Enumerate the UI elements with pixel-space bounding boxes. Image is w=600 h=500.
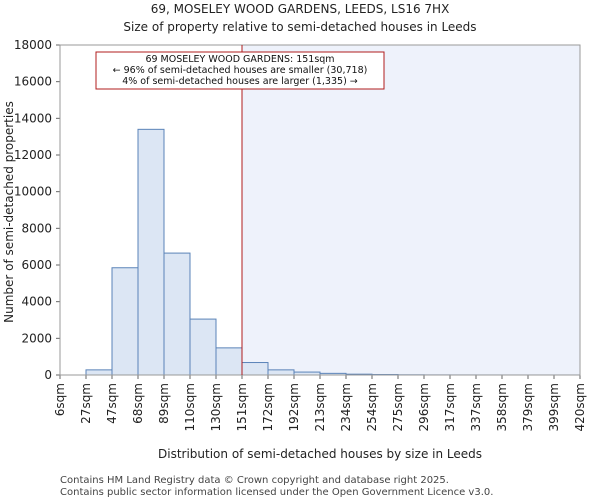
x-tick-label: 337sqm [469, 383, 483, 431]
y-tick-label: 18000 [14, 38, 52, 52]
x-tick-label: 254sqm [365, 383, 379, 431]
bar-172sqm [267, 369, 295, 376]
bars-group [85, 128, 581, 376]
y-tick-label: 16000 [14, 75, 52, 89]
y-tick-label: 2000 [21, 331, 52, 345]
bar-68sqm [137, 128, 165, 376]
bar-130sqm [215, 347, 243, 376]
bar-89sqm [163, 252, 191, 376]
bar-151sqm [241, 362, 269, 376]
x-tick-label: 379sqm [521, 383, 535, 431]
larger-properties-shade [242, 45, 580, 375]
x-axis: 6sqm 27sqm 47sqm 68sqm 89sqm 110sqm 130sqm 151s… [53, 375, 587, 431]
x-tick-label: 172sqm [261, 383, 275, 431]
y-tick-label: 8000 [21, 221, 52, 235]
y-tick-label: 6000 [21, 258, 52, 272]
plot-frame [59, 44, 581, 376]
x-tick-label: 89sqm [157, 383, 171, 424]
x-tick-label: 27sqm [79, 383, 93, 424]
chart-title-line2: Size of property relative to semi-detach… [123, 20, 476, 34]
x-tick-label: 275sqm [391, 383, 405, 431]
y-tick-label: 12000 [14, 148, 52, 162]
chart-title-line1: 69, MOSELEY WOOD GARDENS, LEEDS, LS16 7H… [151, 2, 450, 16]
y-tick-label: 4000 [21, 295, 52, 309]
x-tick-label: 296sqm [417, 383, 431, 431]
footer-line2: Contains public sector information licen… [60, 487, 493, 498]
footer-line1: Contains HM Land Registry data © Crown c… [60, 475, 449, 486]
y-tick-label: 14000 [14, 111, 52, 125]
x-axis-label: Distribution of semi-detached houses by … [158, 447, 482, 461]
x-tick-label: 234sqm [339, 383, 353, 431]
annotation-box: 69 MOSELEY WOOD GARDENS: 151sqm ← 96% of… [95, 51, 385, 90]
x-tick-label: 110sqm [183, 383, 197, 431]
x-tick-label: 130sqm [209, 383, 223, 431]
annotation-line3: 4% of semi-detached houses are larger (1… [122, 76, 358, 87]
y-axis: 0 2000 4000 6000 8000 10000 12000 14000 16000 180… [14, 38, 60, 382]
x-tick-label: 47sqm [105, 383, 119, 424]
x-tick-label: 420sqm [573, 383, 587, 431]
annotation-frame [95, 51, 385, 90]
x-tick-label: 358sqm [495, 383, 509, 431]
annotation-line1: 69 MOSELEY WOOD GARDENS: 151sqm [145, 54, 334, 65]
x-tick-label: 68sqm [131, 383, 145, 424]
annotation-line2: ← 96% of semi-detached houses are smalle… [113, 65, 368, 76]
y-tick-label: 0 [44, 368, 52, 382]
x-tick-label: 399sqm [547, 383, 561, 431]
x-tick-label: 151sqm [235, 383, 249, 431]
x-tick-label: 213sqm [313, 383, 327, 431]
bar-110sqm [189, 318, 217, 376]
bar-27sqm [85, 369, 113, 376]
y-tick-label: 10000 [14, 185, 52, 199]
x-tick-label: 192sqm [287, 383, 301, 431]
x-tick-label: 6sqm [53, 383, 67, 416]
x-tick-label: 317sqm [443, 383, 457, 431]
bar-47sqm [111, 267, 139, 376]
y-axis-label: Number of semi-detached properties [2, 101, 16, 323]
